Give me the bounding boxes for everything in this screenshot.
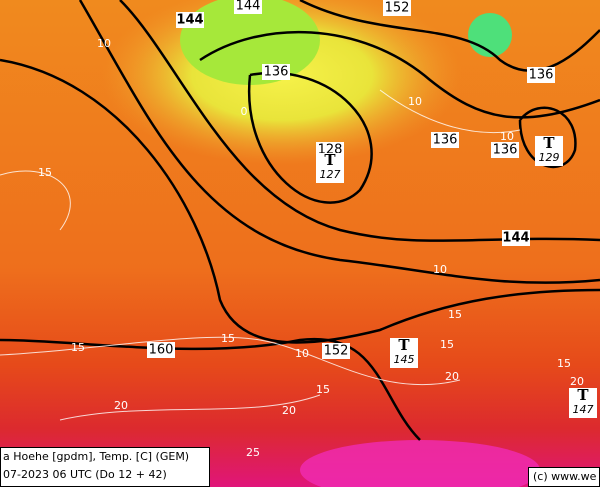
temp-label: 10 [295, 347, 309, 360]
isotherms [0, 89, 521, 421]
label-box [569, 388, 597, 418]
temp-label: 15 [316, 383, 330, 396]
height-label: 144 [176, 13, 203, 28]
height-label: 144 [502, 231, 529, 246]
temp-label: 15 [38, 166, 52, 179]
temp-label: 25 [246, 446, 260, 459]
height-label: 136 [433, 133, 458, 148]
low-value: 147 [573, 403, 594, 416]
caption-line: 07-2023 06 UTC (Do 12 + 42) [3, 468, 167, 481]
height-label: 144 [236, 0, 261, 14]
caption: a Hoehe [gpdm], Temp. [C] (GEM) 07-2023 … [0, 447, 210, 487]
temp-label: 15 [448, 308, 462, 321]
low-symbol: T [398, 336, 410, 354]
label-box [535, 136, 563, 166]
cold-core [180, 0, 320, 85]
label-box [176, 12, 204, 28]
temp-label: 10 [408, 95, 422, 108]
contours [0, 0, 600, 441]
temp-label: 10 [500, 130, 514, 143]
temp-label: 15 [440, 338, 454, 351]
label-box [147, 342, 175, 358]
copyright: (c) www.we [528, 467, 600, 487]
low-value: 127 [320, 168, 341, 181]
temp-label: 10 [97, 37, 111, 50]
label-box [527, 67, 555, 83]
caption-line: a Hoehe [gpdm], Temp. [C] (GEM) [3, 450, 190, 463]
height-label: 152 [385, 1, 410, 16]
temp-label: 15 [221, 332, 235, 345]
low-symbol: T [543, 134, 555, 152]
label-box [491, 142, 519, 158]
temp-label: 20 [445, 370, 459, 383]
temp-label: 20 [114, 399, 128, 412]
height-label: 136 [264, 65, 289, 80]
temp-label: 20 [570, 375, 584, 388]
low-value: 129 [539, 151, 560, 164]
label-box [322, 343, 350, 359]
hot-area [300, 440, 540, 487]
label-box [262, 64, 290, 80]
label-box [383, 0, 411, 16]
low-symbol: T [324, 151, 336, 169]
low-symbol: T [577, 386, 589, 404]
height-label: 152 [324, 344, 349, 359]
label-box [390, 338, 418, 368]
height-label: 136 [493, 143, 518, 158]
temp-label: 15 [71, 341, 85, 354]
temp-label: 15 [557, 357, 571, 370]
height-label: 136 [529, 68, 554, 83]
height-label: 160 [149, 343, 174, 358]
label-box [316, 153, 344, 183]
label-box [234, 0, 262, 14]
temp-label: 0 [241, 105, 248, 118]
label-box [502, 230, 530, 246]
temp-label: 10 [433, 263, 447, 276]
label-box [431, 132, 459, 148]
temp-label: 20 [282, 404, 296, 417]
low-value: 145 [394, 353, 415, 366]
